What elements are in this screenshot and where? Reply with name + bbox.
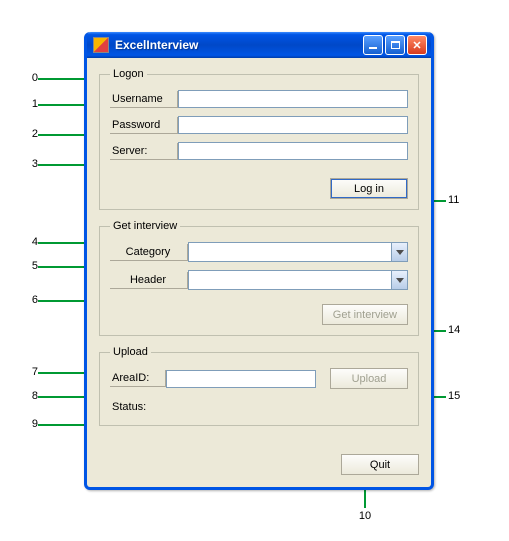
quit-row: Quit bbox=[87, 448, 431, 487]
annotation-11: 11 bbox=[448, 194, 466, 206]
annotation-6: 6 bbox=[20, 294, 38, 306]
minimize-button[interactable] bbox=[363, 35, 383, 55]
close-button[interactable]: ✕ bbox=[407, 35, 427, 55]
chevron-down-icon[interactable] bbox=[391, 271, 407, 289]
client-area: Logon Username Password Server: Log in G… bbox=[87, 58, 431, 448]
annotation-1: 1 bbox=[20, 98, 38, 110]
upload-legend: Upload bbox=[110, 346, 151, 358]
chevron-down-icon[interactable] bbox=[391, 243, 407, 261]
server-label: Server: bbox=[110, 143, 178, 160]
upload-button[interactable]: Upload bbox=[330, 368, 408, 389]
window: ExcelInterview ✕ Logon Username Password… bbox=[84, 32, 434, 490]
areaid-input[interactable] bbox=[166, 370, 316, 388]
annotation-5: 5 bbox=[20, 260, 38, 272]
header-row: Header bbox=[110, 270, 408, 290]
logon-legend: Logon bbox=[110, 68, 147, 80]
username-label: Username bbox=[110, 91, 178, 108]
get-interview-group: Get interview Category Header Get interv… bbox=[99, 220, 419, 336]
annotation-3: 3 bbox=[20, 158, 38, 170]
annotation-14: 14 bbox=[448, 324, 466, 336]
app-icon bbox=[93, 37, 109, 53]
titlebar[interactable]: ExcelInterview ✕ bbox=[87, 32, 431, 58]
username-row: Username bbox=[110, 90, 408, 108]
maximize-button[interactable] bbox=[385, 35, 405, 55]
server-row: Server: bbox=[110, 142, 408, 160]
header-label: Header bbox=[110, 272, 188, 289]
areaid-label: AreaID: bbox=[110, 370, 166, 387]
server-input[interactable] bbox=[178, 142, 408, 160]
annotation-9: 9 bbox=[20, 418, 38, 430]
annotation-0: 0 bbox=[20, 72, 38, 84]
login-button[interactable]: Log in bbox=[330, 178, 408, 199]
category-label: Category bbox=[110, 244, 188, 261]
username-input[interactable] bbox=[178, 90, 408, 108]
logon-group: Logon Username Password Server: Log in bbox=[99, 68, 419, 210]
get-interview-legend: Get interview bbox=[110, 220, 180, 232]
password-label: Password bbox=[110, 117, 178, 134]
annotation-15: 15 bbox=[448, 390, 466, 402]
quit-button[interactable]: Quit bbox=[341, 454, 419, 475]
areaid-row: AreaID: Upload bbox=[110, 368, 408, 389]
annotation-8: 8 bbox=[20, 390, 38, 402]
header-select[interactable] bbox=[188, 270, 408, 290]
annotation-7: 7 bbox=[20, 366, 38, 378]
annotation-2: 2 bbox=[20, 128, 38, 140]
login-button-row: Log in bbox=[110, 178, 408, 199]
window-title: ExcelInterview bbox=[115, 38, 361, 52]
get-interview-button-row: Get interview bbox=[110, 304, 408, 325]
status-label: Status: bbox=[110, 397, 408, 415]
annotation-4: 4 bbox=[20, 236, 38, 248]
category-row: Category bbox=[110, 242, 408, 262]
password-row: Password bbox=[110, 116, 408, 134]
category-select[interactable] bbox=[188, 242, 408, 262]
get-interview-button[interactable]: Get interview bbox=[322, 304, 408, 325]
password-input[interactable] bbox=[178, 116, 408, 134]
annotation-10: 10 bbox=[350, 510, 380, 522]
upload-group: Upload AreaID: Upload Status: bbox=[99, 346, 419, 426]
